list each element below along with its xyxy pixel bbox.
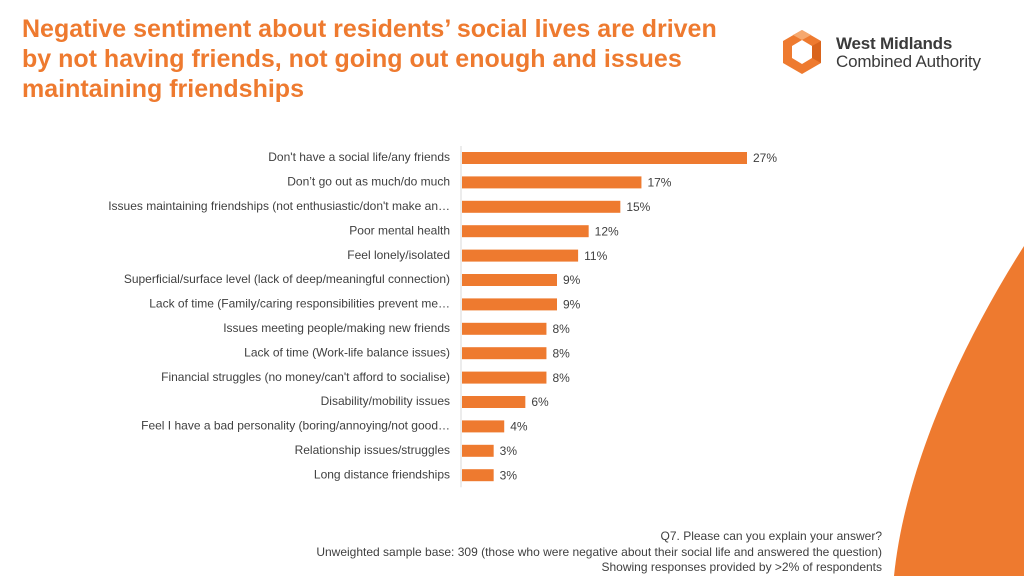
bar	[462, 469, 494, 482]
value-label: 9%	[563, 298, 581, 312]
category-label: Poor mental health	[349, 223, 450, 237]
category-label: Disability/mobility issues	[321, 394, 450, 408]
value-label: 6%	[531, 395, 549, 409]
value-label: 8%	[552, 371, 570, 385]
value-label: 3%	[500, 444, 518, 458]
category-label: Long distance friendships	[314, 467, 450, 481]
corner-decoration	[894, 246, 1024, 576]
category-label: Lack of time (Family/caring responsibili…	[149, 297, 450, 311]
category-label: Lack of time (Work-life balance issues)	[244, 345, 450, 359]
value-label: 12%	[595, 224, 619, 238]
value-label: 11%	[584, 249, 607, 263]
bar	[462, 249, 579, 262]
value-label: 8%	[552, 346, 570, 360]
value-label: 27%	[753, 151, 777, 165]
category-label: Superficial/surface level (lack of deep/…	[124, 272, 450, 286]
bar	[462, 420, 505, 433]
footnote: Q7. Please can you explain your answer? …	[316, 529, 882, 576]
bar	[462, 371, 547, 384]
value-label: 17%	[647, 176, 671, 190]
bar-chart: Don't have a social life/any friends 27% D…	[108, 146, 777, 488]
bar	[462, 322, 547, 335]
category-label: Feel lonely/isolated	[347, 248, 450, 262]
wmca-hexagon-logo-icon	[783, 30, 821, 74]
page-title: Negative sentiment about residents’ soci…	[22, 15, 717, 103]
value-label: 4%	[510, 420, 528, 434]
bar	[462, 200, 621, 213]
logo-text-west-midlands: West Midlands	[836, 34, 953, 53]
value-label: 9%	[563, 273, 581, 287]
category-label: Don’t go out as much/do much	[287, 175, 450, 189]
logo-text-combined-authority: Combined Authority	[836, 52, 981, 71]
footnote-threshold: Showing responses provided by >2% of res…	[601, 560, 882, 574]
bar	[462, 274, 557, 286]
footnote-sample-base: Unweighted sample base: 309 (those who w…	[316, 544, 882, 559]
category-label: Relationship issues/struggles	[295, 443, 450, 457]
bar	[462, 152, 747, 164]
category-label: Feel I have a bad personality (boring/an…	[141, 419, 450, 433]
footnote-question: Q7. Please can you explain your answer?	[660, 529, 882, 543]
bar	[462, 396, 526, 408]
value-label: 8%	[552, 322, 570, 336]
category-label: Issues maintaining friendships (not enth…	[108, 199, 450, 213]
wmca-logo: West Midlands Combined Authority	[778, 28, 1008, 76]
bar	[462, 225, 589, 238]
bar	[462, 176, 642, 189]
bar	[462, 444, 494, 457]
category-label: Financial struggles (no money/can't affo…	[161, 370, 450, 384]
value-label: 15%	[626, 200, 650, 214]
category-label: Issues meeting people/making new friends	[223, 321, 450, 335]
value-label: 3%	[500, 468, 518, 482]
bar	[462, 347, 547, 360]
category-label: Don't have a social life/any friends	[268, 150, 450, 164]
bar	[462, 298, 557, 311]
